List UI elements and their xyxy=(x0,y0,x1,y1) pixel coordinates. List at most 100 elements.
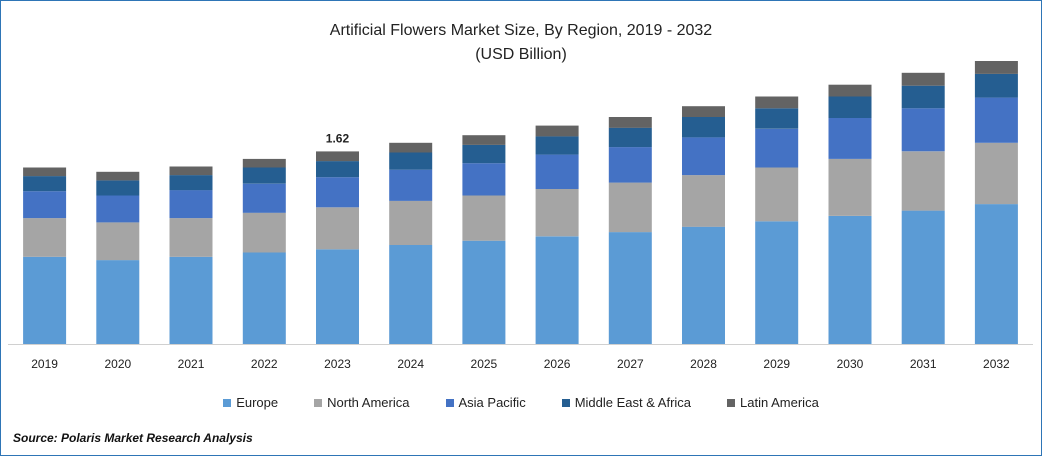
legend-label: Middle East & Africa xyxy=(574,395,692,410)
x-tick-label-2019: 2019 xyxy=(31,357,58,371)
legend-swatch xyxy=(445,398,454,407)
bar-2019-latin-america xyxy=(23,167,67,177)
bar-2029-middle-east-africa xyxy=(755,108,799,129)
bar-2027-latin-america xyxy=(608,117,652,128)
bar-2031-europe xyxy=(901,210,945,344)
bar-2024-north-america xyxy=(389,200,433,245)
bar-2021-latin-america xyxy=(169,166,213,176)
bar-2025-europe xyxy=(462,240,506,344)
x-tick-label-2021: 2021 xyxy=(178,357,205,371)
bar-2028-middle-east-africa xyxy=(682,117,725,138)
bar-2024-middle-east-africa xyxy=(389,152,433,170)
bar-2030-asia-pacific xyxy=(828,118,872,159)
bar-2030-middle-east-africa xyxy=(828,96,872,118)
bar-2023-europe xyxy=(316,249,359,344)
bar-2020-europe xyxy=(96,260,140,344)
stacked-bar-chart: 2019 2020 2021 2022 1.62 2023 2024 2025 2026 2027… xyxy=(8,61,1033,371)
bar-2022-asia-pacific xyxy=(242,183,286,213)
bar-2019-asia-pacific xyxy=(23,191,67,219)
legend-swatch xyxy=(314,398,323,407)
bar-2030-north-america xyxy=(828,158,872,216)
x-tick-label-2027: 2027 xyxy=(617,357,644,371)
legend-swatch xyxy=(561,398,570,407)
legend-label: Europe xyxy=(236,395,279,410)
legend-item-europe: Europe xyxy=(223,395,278,410)
bar-2020-north-america xyxy=(96,222,140,261)
bar-2031-middle-east-africa xyxy=(901,85,945,109)
bar-2020-asia-pacific xyxy=(96,195,140,223)
data-label-2023: 1.62 xyxy=(326,131,350,145)
bar-2022-middle-east-africa xyxy=(242,167,286,184)
chart-subtitle: (USD Billion) xyxy=(475,46,567,63)
x-tick-label-2031: 2031 xyxy=(910,357,937,371)
bar-2028-north-america xyxy=(682,175,725,227)
legend-label: North America xyxy=(327,395,410,410)
bar-2025-middle-east-africa xyxy=(462,144,506,164)
bar-2026-latin-america xyxy=(535,125,579,137)
bar-2030-europe xyxy=(828,216,872,344)
bar-2020-latin-america xyxy=(96,171,140,181)
bar-2031-latin-america xyxy=(901,72,945,86)
legend-item-latin-america: Latin America xyxy=(727,395,819,410)
legend-swatch xyxy=(223,398,232,407)
bar-2032-asia-pacific xyxy=(974,97,1018,143)
bar-2029-latin-america xyxy=(755,96,799,109)
bar-2019-middle-east-africa xyxy=(23,176,67,192)
bar-2024-latin-america xyxy=(389,142,433,153)
bar-2025-asia-pacific xyxy=(462,163,506,196)
x-tick-label-2028: 2028 xyxy=(690,357,717,371)
bar-2020-middle-east-africa xyxy=(96,180,140,196)
bar-2031-north-america xyxy=(901,151,945,211)
bar-2032-north-america xyxy=(974,142,1018,205)
bar-2024-asia-pacific xyxy=(389,169,433,201)
x-tick-label-2032: 2032 xyxy=(983,357,1010,371)
x-tick-label-2026: 2026 xyxy=(544,357,571,371)
bar-2023-latin-america xyxy=(316,151,359,162)
bar-2029-north-america xyxy=(755,167,799,222)
x-tick-label-2024: 2024 xyxy=(397,357,424,371)
x-tick-label-2020: 2020 xyxy=(104,357,131,371)
bar-2025-north-america xyxy=(462,195,506,241)
legend-item-middle-east-africa: Middle East & Africa xyxy=(561,395,692,410)
bar-2029-asia-pacific xyxy=(755,128,799,168)
bar-2021-north-america xyxy=(169,218,213,257)
bar-2022-north-america xyxy=(242,212,286,253)
bar-2019-north-america xyxy=(23,218,67,257)
bar-2023-asia-pacific xyxy=(316,177,359,208)
bar-2026-middle-east-africa xyxy=(535,136,579,155)
x-tick-label-2022: 2022 xyxy=(251,357,278,371)
legend-label: Asia Pacific xyxy=(458,395,526,410)
bar-2031-asia-pacific xyxy=(901,108,945,152)
bar-2021-middle-east-africa xyxy=(169,175,213,191)
legend-item-north-america: North America xyxy=(314,395,410,410)
bar-2028-latin-america xyxy=(682,106,725,117)
bar-2023-middle-east-africa xyxy=(316,161,359,178)
chart-title: Artificial Flowers Market Size, By Regio… xyxy=(329,22,713,39)
bar-2023-north-america xyxy=(316,207,359,250)
bar-2026-north-america xyxy=(535,189,579,237)
chart-legend: Europe North America Asia Pacific Middle Ea… xyxy=(1,395,1041,410)
bar-2022-europe xyxy=(242,252,286,344)
x-tick-label-2023: 2023 xyxy=(324,357,351,371)
bar-2027-north-america xyxy=(608,182,652,233)
bar-2028-asia-pacific xyxy=(682,137,725,176)
x-tick-label-2025: 2025 xyxy=(471,357,498,371)
bar-2032-latin-america xyxy=(974,61,1018,74)
bar-2027-europe xyxy=(608,232,652,344)
bar-2029-europe xyxy=(755,221,799,344)
bar-2026-europe xyxy=(535,236,579,344)
bar-2022-latin-america xyxy=(242,158,286,168)
source-note: Source: Polaris Market Research Analysis xyxy=(13,431,253,445)
bar-2032-middle-east-africa xyxy=(974,73,1018,98)
legend-swatch xyxy=(727,398,736,407)
bar-2026-asia-pacific xyxy=(535,154,579,189)
bar-2021-europe xyxy=(169,256,213,344)
legend-item-asia-pacific: Asia Pacific xyxy=(445,395,526,410)
bar-2025-latin-america xyxy=(462,135,506,145)
bar-2027-asia-pacific xyxy=(608,147,652,183)
bar-2028-europe xyxy=(682,226,725,344)
x-tick-label-2029: 2029 xyxy=(763,357,790,371)
legend-label: Latin America xyxy=(740,395,819,410)
bar-2024-europe xyxy=(389,245,433,344)
